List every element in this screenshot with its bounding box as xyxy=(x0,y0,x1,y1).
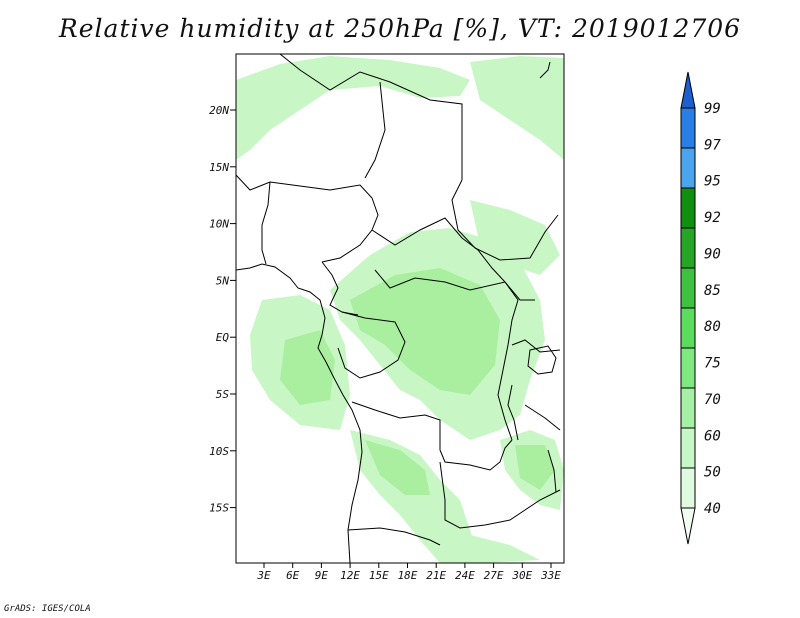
latitude-axis: 20N 15N 10N 5N EQ 5S 10S 15S xyxy=(209,104,236,515)
lon-label: 24E xyxy=(455,569,475,582)
lon-label: 18E xyxy=(398,569,418,582)
colorbar-top-triangle xyxy=(680,71,696,109)
border-car-south xyxy=(374,269,535,301)
lat-label: EQ xyxy=(216,331,230,344)
border-lakes xyxy=(511,339,561,353)
border-south xyxy=(347,527,441,546)
colorbar-label: 75 xyxy=(704,356,721,372)
border-west-africa xyxy=(236,174,379,263)
lon-label: 3E xyxy=(256,569,271,582)
longitude-axis: 3E 6E 9E 12E 15E 18E 21E 24E 27E 30E 33E xyxy=(256,563,561,582)
lat-label: 10N xyxy=(209,218,229,231)
coastline xyxy=(236,263,363,563)
colorbar-label: 80 xyxy=(704,319,721,335)
colorbar-box xyxy=(680,347,696,389)
border-north-1 xyxy=(279,54,463,180)
border-drc-east xyxy=(497,281,519,441)
border-congo xyxy=(337,311,406,379)
border-angola xyxy=(351,401,513,471)
lat-label: 15S xyxy=(209,502,229,515)
colorbar-label: 95 xyxy=(704,174,721,190)
lat-label: 15N xyxy=(209,161,229,174)
map-title: Relative humidity at 250hPa [%], VT: 201… xyxy=(58,14,742,43)
colorbar-bottom-triangle xyxy=(680,507,696,545)
border-nigeria xyxy=(261,181,271,265)
lon-label: 33E xyxy=(540,569,561,582)
colorbar-label: 92 xyxy=(704,210,721,226)
lon-label: 15E xyxy=(369,569,389,582)
lat-label: 10S xyxy=(209,445,229,458)
colorbar-label: 99 xyxy=(704,101,721,117)
colorbar-label: 85 xyxy=(704,283,721,299)
humidity-area-northeast xyxy=(470,200,560,275)
lon-label: 27E xyxy=(484,569,504,582)
lon-label: 21E xyxy=(426,569,446,582)
credit-text: GrADS: IGES/COLA xyxy=(4,604,91,614)
lon-label: 12E xyxy=(340,569,360,582)
border-sudan xyxy=(451,179,559,261)
colorbar-label: 50 xyxy=(704,465,721,481)
border-chad-car xyxy=(371,217,506,283)
colorbar-box xyxy=(680,147,696,189)
humidity-core-south xyxy=(365,440,430,495)
country-borders xyxy=(236,54,561,563)
lat-label: 20N xyxy=(209,104,229,117)
lon-label: 30E xyxy=(511,569,532,582)
colorbar-box xyxy=(680,267,696,309)
colorbar-box xyxy=(680,107,696,149)
border-zambia xyxy=(439,461,561,529)
lake-turkana xyxy=(539,61,551,79)
lake-malawi xyxy=(547,449,557,493)
colorbar-box xyxy=(680,427,696,469)
lat-label: 5S xyxy=(216,388,230,401)
colorbar-label: 90 xyxy=(704,246,721,262)
colorbar-box xyxy=(680,227,696,269)
colorbar-box xyxy=(680,307,696,349)
border-north-2 xyxy=(364,81,386,179)
humidity-core-west xyxy=(280,330,335,405)
lat-label: 5N xyxy=(216,274,230,287)
colorbar: 99 97 95 92 90 85 80 75 70 60 50 40 xyxy=(680,71,721,545)
border-tanzania xyxy=(524,404,561,431)
plot-frame xyxy=(235,53,565,564)
lon-label: 9E xyxy=(315,569,329,582)
colorbar-label: 40 xyxy=(704,501,721,517)
lake-tanganyika xyxy=(507,384,519,441)
lake-victoria xyxy=(527,345,557,375)
lon-label: 6E xyxy=(286,569,300,582)
colorbar-box xyxy=(680,187,696,229)
humidity-core-east xyxy=(515,445,555,490)
humidity-area-top-left xyxy=(236,56,470,160)
colorbar-box xyxy=(680,467,696,509)
colorbar-label: 70 xyxy=(704,392,721,408)
colorbar-label: 97 xyxy=(704,137,721,153)
humidity-area-top-right xyxy=(470,56,564,160)
colorbar-box xyxy=(680,387,696,429)
lakes xyxy=(507,61,557,493)
humidity-area-southeast xyxy=(420,535,540,563)
colorbar-label: 60 xyxy=(704,428,721,444)
humidity-core-central xyxy=(350,268,500,395)
